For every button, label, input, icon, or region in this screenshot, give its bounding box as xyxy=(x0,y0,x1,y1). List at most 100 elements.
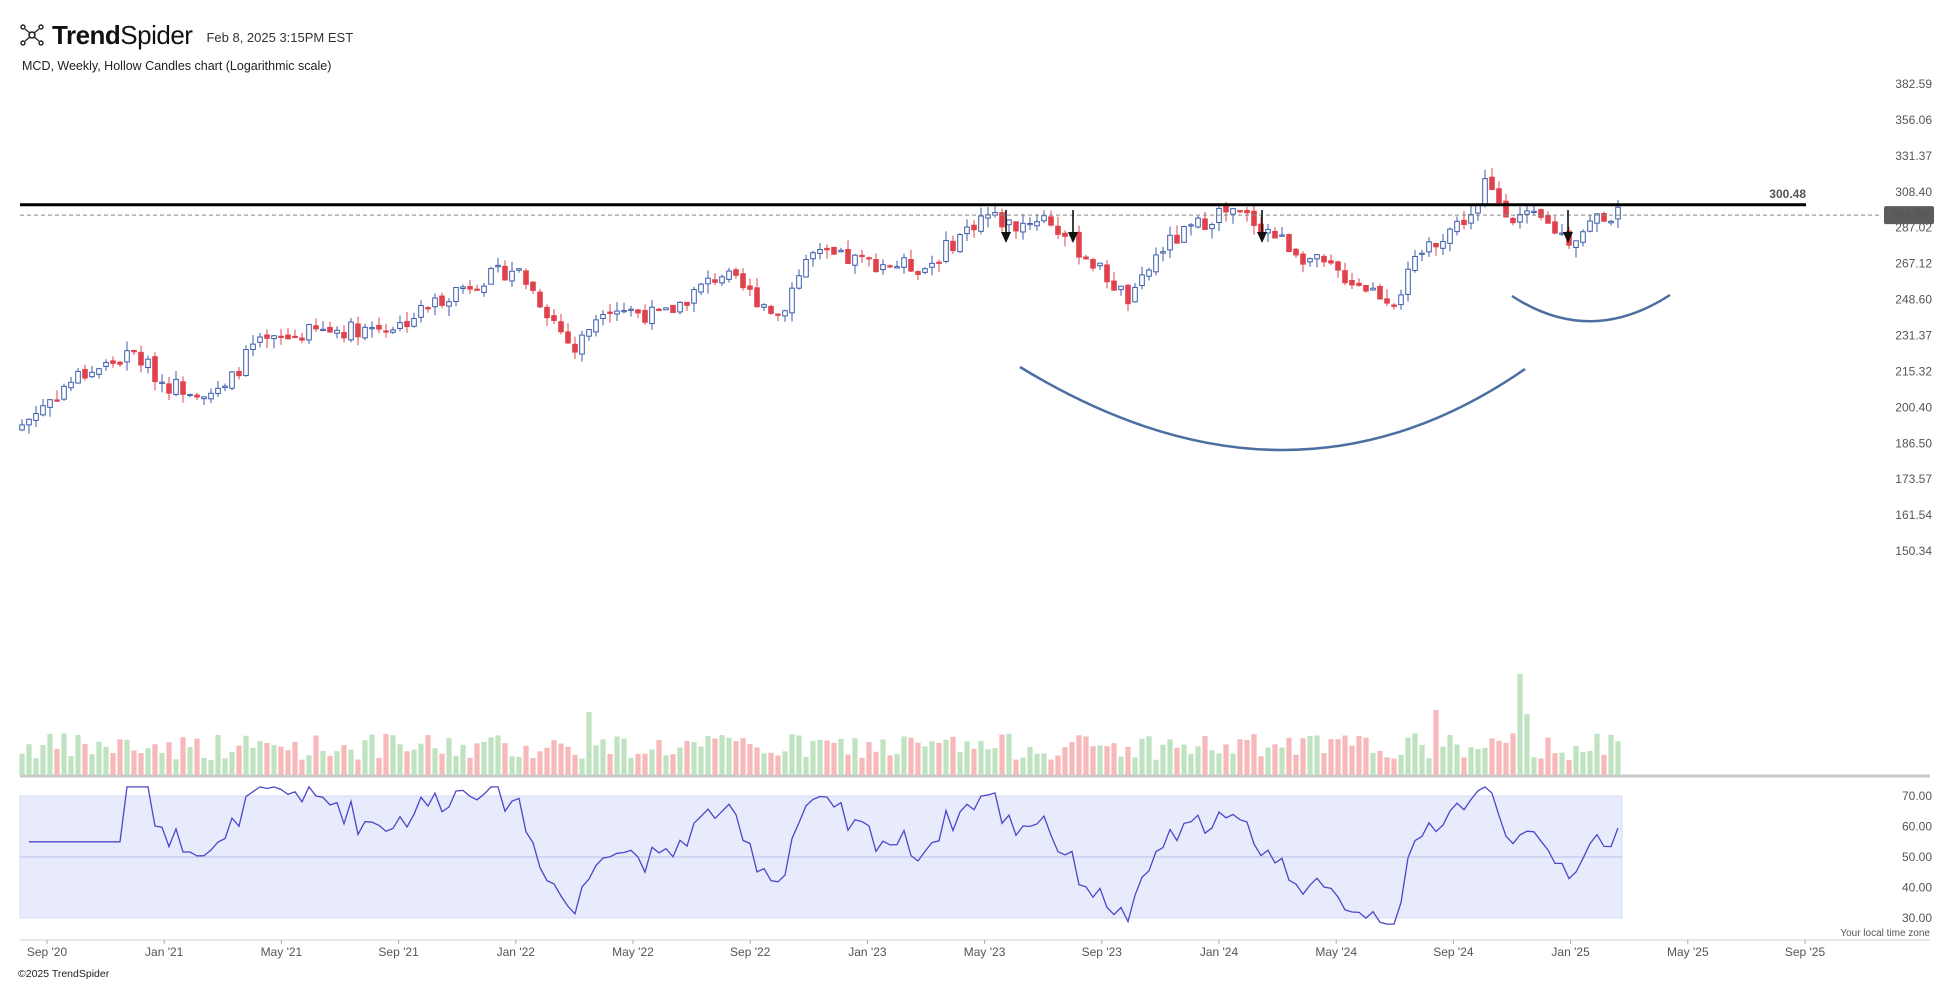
volume-bar xyxy=(656,739,662,775)
volume-bar xyxy=(845,754,851,775)
candle-body xyxy=(971,224,977,231)
candle-body xyxy=(859,254,865,258)
y-tick-label: 215.32 xyxy=(1895,364,1932,378)
candle-body xyxy=(236,370,242,377)
last-price-tag xyxy=(1884,206,1934,225)
candle-body xyxy=(656,308,662,312)
volume-bar xyxy=(89,754,95,775)
volume-bar xyxy=(320,750,326,775)
rsi-tick-label: 50.00 xyxy=(1902,850,1932,864)
x-tick-label: Sep '21 xyxy=(378,945,419,959)
volume-bar xyxy=(1300,738,1306,775)
x-tick-label: Jan '23 xyxy=(848,945,887,959)
volume-bar xyxy=(383,733,389,775)
volume-bar xyxy=(348,749,354,775)
volume-bar xyxy=(936,742,942,775)
candle-body xyxy=(1223,205,1229,213)
volume-bar xyxy=(915,742,921,775)
candle-body xyxy=(838,249,844,253)
x-tick-label: May '22 xyxy=(612,945,654,959)
candle-body xyxy=(698,283,704,293)
y-tick-label: 356.06 xyxy=(1895,113,1932,127)
candle-body xyxy=(355,323,361,338)
candle-body xyxy=(1209,224,1215,230)
candle-body xyxy=(1489,176,1495,190)
small-arc-annotation xyxy=(1511,293,1671,323)
volume-bar xyxy=(1244,739,1250,775)
candle-body xyxy=(712,279,718,283)
volume-bar xyxy=(1272,744,1278,775)
volume-bar xyxy=(1013,759,1019,775)
candle-body xyxy=(705,277,711,285)
volume-bar xyxy=(1216,753,1222,775)
rsi-line xyxy=(29,785,1619,925)
y-tick-label: 382.59 xyxy=(1895,77,1932,91)
volume-bar xyxy=(1020,757,1026,775)
candle-body xyxy=(558,321,564,333)
candle-body xyxy=(999,212,1005,228)
candle-body xyxy=(852,254,858,266)
candle-body xyxy=(89,371,95,378)
volume-bar xyxy=(1251,734,1257,775)
candle-body xyxy=(1272,230,1278,239)
candle-body xyxy=(1230,208,1236,215)
candle-body xyxy=(82,368,88,379)
candle-body xyxy=(1419,252,1425,255)
candle-body xyxy=(880,264,886,271)
volume-bar xyxy=(726,737,732,775)
volume-bar xyxy=(1307,735,1313,775)
candle-body xyxy=(47,399,53,408)
candle-body xyxy=(915,271,921,275)
volume-bar xyxy=(1195,746,1201,775)
volume-bar xyxy=(628,757,634,775)
candle-body xyxy=(404,321,410,328)
y-tick-label: 308.40 xyxy=(1895,185,1932,199)
volume-bar xyxy=(817,739,823,775)
candle-body xyxy=(152,356,158,383)
candle-body xyxy=(726,270,732,280)
volume-bar xyxy=(565,746,571,775)
candle-body xyxy=(796,275,802,289)
candle-body xyxy=(642,310,648,323)
volume-bar xyxy=(446,738,452,775)
volume-bar xyxy=(1279,747,1285,775)
volume-bar xyxy=(257,741,263,775)
volume-bar xyxy=(488,737,494,775)
candle-body xyxy=(516,268,522,271)
candle-body xyxy=(1615,206,1621,220)
volume-group xyxy=(19,674,1621,775)
volume-bar xyxy=(1496,740,1502,775)
candle-body xyxy=(551,315,557,321)
volume-bar xyxy=(1405,737,1411,775)
last-price-label: 294.30 xyxy=(1891,209,1928,223)
arrow-down-icon xyxy=(1001,232,1011,243)
candle-body xyxy=(1454,220,1460,233)
candle-body xyxy=(1608,220,1614,224)
brand-name: TrendSpider xyxy=(52,19,193,50)
candle-body xyxy=(1244,210,1250,214)
volume-bar xyxy=(1188,753,1194,775)
volume-bar xyxy=(733,741,739,775)
candle-body xyxy=(1300,253,1306,265)
volume-bar xyxy=(1265,747,1271,775)
volume-bar xyxy=(103,746,109,775)
volume-bar xyxy=(474,743,480,775)
candle-body xyxy=(719,276,725,284)
candle-body xyxy=(1293,248,1299,256)
volume-bar xyxy=(684,741,690,775)
candle-body xyxy=(1139,274,1145,287)
candle-body xyxy=(1195,217,1201,228)
volume-bar xyxy=(229,751,235,775)
volume-bar xyxy=(33,758,39,775)
volume-bar xyxy=(530,758,536,775)
x-tick-label: Sep '22 xyxy=(730,945,771,959)
candle-body xyxy=(817,249,823,254)
volume-bar xyxy=(1566,760,1572,775)
candle-body xyxy=(1503,200,1509,218)
candle-body xyxy=(229,371,235,389)
volume-bar xyxy=(1370,752,1376,775)
arrow-down-icon xyxy=(1563,232,1573,243)
header: TrendSpider Feb 8, 2025 3:15PM EST xyxy=(18,19,353,50)
candle-body xyxy=(124,350,130,363)
